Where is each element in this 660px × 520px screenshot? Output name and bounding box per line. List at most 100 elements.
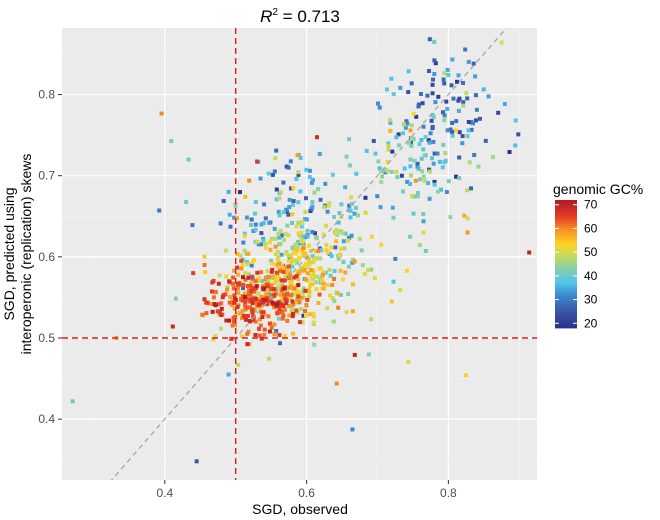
data-point: [246, 275, 251, 280]
legend-color-step: [555, 312, 577, 315]
data-point: [301, 286, 306, 291]
data-point: [360, 263, 365, 268]
data-point: [391, 92, 396, 97]
data-point: [463, 47, 468, 52]
y-tick-label: 0.4: [38, 412, 55, 426]
data-point: [258, 176, 263, 181]
data-point: [427, 169, 432, 174]
data-point: [274, 187, 279, 192]
data-point: [267, 240, 272, 245]
data-point: [465, 134, 470, 139]
data-point: [265, 294, 270, 298]
data-point: [306, 243, 311, 248]
data-point: [461, 81, 465, 85]
data-point: [277, 235, 282, 240]
data-point: [304, 167, 309, 172]
data-point: [419, 138, 424, 142]
data-point: [262, 202, 267, 207]
legend-color-step: [555, 298, 577, 301]
data-point: [291, 311, 296, 316]
legend-color-step: [555, 238, 577, 241]
data-point: [301, 253, 306, 258]
data-point: [422, 153, 427, 158]
data-point: [362, 271, 367, 276]
legend-color-step: [555, 294, 577, 297]
x-tick-label: 0.8: [440, 486, 457, 500]
data-point: [348, 208, 353, 213]
data-point: [496, 110, 501, 115]
data-point: [296, 294, 301, 299]
data-point: [294, 274, 299, 279]
data-point: [281, 210, 286, 215]
data-point: [330, 172, 335, 177]
data-point: [303, 217, 308, 221]
data-point: [406, 90, 411, 95]
data-point: [186, 157, 191, 162]
data-point: [302, 295, 307, 300]
data-point: [289, 283, 294, 288]
data-point: [394, 169, 399, 174]
data-point: [337, 211, 342, 216]
data-point: [202, 254, 207, 259]
data-point: [277, 306, 282, 311]
data-point: [398, 287, 403, 292]
data-point: [250, 310, 255, 315]
data-point: [334, 239, 339, 244]
data-point: [239, 266, 244, 271]
data-point: [396, 132, 401, 137]
data-point: [338, 253, 342, 258]
legend-color-step: [555, 258, 577, 261]
data-point: [284, 272, 289, 277]
data-point: [295, 260, 299, 265]
data-point: [247, 178, 252, 183]
data-point: [296, 271, 301, 276]
legend-color-step: [555, 280, 577, 283]
data-point: [254, 284, 259, 289]
data-point: [469, 186, 473, 191]
data-point: [376, 159, 381, 164]
data-point: [432, 151, 437, 156]
data-point: [313, 248, 318, 253]
data-point: [275, 257, 280, 262]
data-point: [346, 264, 351, 269]
data-point: [262, 282, 267, 287]
legend-color-step: [555, 236, 577, 239]
data-point: [305, 297, 310, 302]
data-point: [159, 111, 164, 116]
data-point: [406, 69, 411, 74]
data-point: [326, 250, 331, 255]
data-point: [236, 291, 241, 295]
data-point: [271, 274, 276, 279]
data-point: [404, 119, 409, 124]
data-point: [272, 332, 277, 337]
data-point: [403, 125, 408, 130]
data-point: [242, 248, 247, 253]
data-point: [314, 236, 319, 241]
data-point: [225, 285, 230, 290]
data-point: [281, 313, 286, 318]
data-point: [251, 297, 256, 302]
data-point: [296, 277, 301, 282]
data-point: [210, 289, 214, 294]
data-point: [386, 144, 391, 148]
data-point: [284, 265, 289, 270]
legend-color-step: [555, 304, 577, 307]
data-point: [231, 286, 236, 291]
data-point: [329, 245, 334, 250]
data-point: [272, 322, 277, 327]
data-point: [293, 258, 298, 263]
data-point: [289, 257, 294, 262]
legend-color-step: [555, 252, 577, 255]
data-point: [412, 158, 417, 163]
data-point: [245, 331, 250, 336]
data-point: [454, 174, 459, 179]
data-point: [432, 58, 437, 63]
legend-color-step: [555, 266, 577, 269]
data-point: [476, 164, 481, 169]
legend-color-step: [555, 290, 577, 293]
data-point: [280, 316, 285, 321]
data-point: [226, 189, 231, 194]
data-point: [441, 110, 445, 115]
data-point: [390, 149, 395, 154]
